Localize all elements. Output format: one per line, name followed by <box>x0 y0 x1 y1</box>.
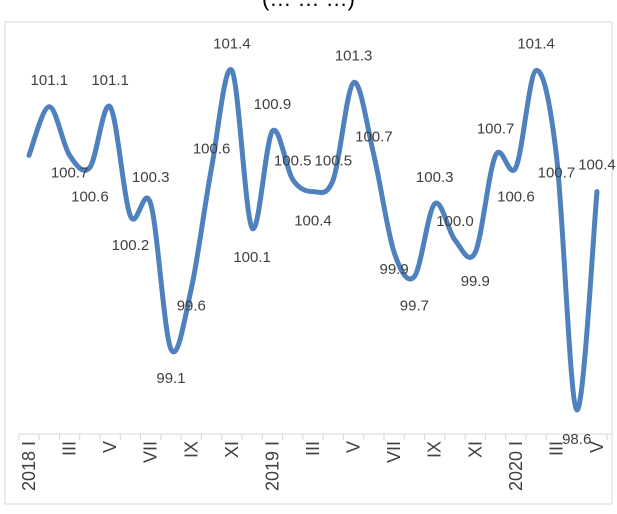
data-label: 99.7 <box>400 298 429 315</box>
data-label: 101.3 <box>335 48 373 65</box>
data-label: 99.9 <box>379 261 408 278</box>
data-label: 100.7 <box>355 128 393 145</box>
x-tick-label: III <box>60 441 80 456</box>
data-label: 99.6 <box>177 298 206 315</box>
data-label: 100.0 <box>436 213 474 230</box>
data-label: 100.4 <box>294 213 332 230</box>
data-label: 99.1 <box>156 370 185 387</box>
data-label: 100.4 <box>578 157 616 174</box>
data-label: 100.9 <box>254 96 292 113</box>
x-tick-label: V <box>587 441 607 453</box>
x-tick-label: XI <box>222 441 242 458</box>
x-tick-label: III <box>546 441 566 456</box>
data-label: 98.6 <box>562 431 591 448</box>
data-label: 100.5 <box>274 153 312 170</box>
x-tick-label: 2019 I <box>262 441 282 491</box>
data-labels: 101.1100.7100.6101.1100.2100.399.199.610… <box>31 36 616 448</box>
data-label: 100.7 <box>51 164 89 181</box>
x-tick-label: 2018 I <box>19 441 39 491</box>
chart-title: (… … …) <box>0 0 617 12</box>
data-label: 101.4 <box>517 36 555 53</box>
x-tick-label: III <box>303 441 323 456</box>
x-tick-label: IX <box>181 441 201 458</box>
data-label: 100.7 <box>477 120 515 137</box>
data-label: 99.9 <box>461 273 490 290</box>
x-tick-label: V <box>100 441 120 453</box>
data-label: 101.4 <box>213 36 251 53</box>
x-axis-ticks <box>18 434 608 440</box>
x-tick-labels: 2018 I III V VII IX XI 2019 I III V VII IX XI 2020 I… <box>19 441 607 491</box>
x-tick-label: VII <box>384 441 404 463</box>
plot-border <box>4 21 613 505</box>
data-label: 100.6 <box>71 188 109 205</box>
data-label: 101.1 <box>91 72 129 89</box>
data-label: 101.1 <box>31 72 69 89</box>
data-label: 100.2 <box>112 237 150 254</box>
x-tick-label: IX <box>425 441 445 458</box>
series-line <box>26 67 600 413</box>
data-label: 100.6 <box>497 188 535 205</box>
x-tick-label: V <box>344 441 364 453</box>
data-label: 100.6 <box>193 140 231 157</box>
x-tick-label: 2020 I <box>506 441 526 491</box>
data-label: 100.5 <box>315 153 353 170</box>
data-label: 100.3 <box>416 169 454 186</box>
data-label: 100.1 <box>233 249 271 266</box>
data-label: 100.3 <box>132 169 170 186</box>
x-tick-label: VII <box>141 441 161 463</box>
data-label: 100.7 <box>538 164 576 181</box>
x-tick-label: XI <box>465 441 485 458</box>
